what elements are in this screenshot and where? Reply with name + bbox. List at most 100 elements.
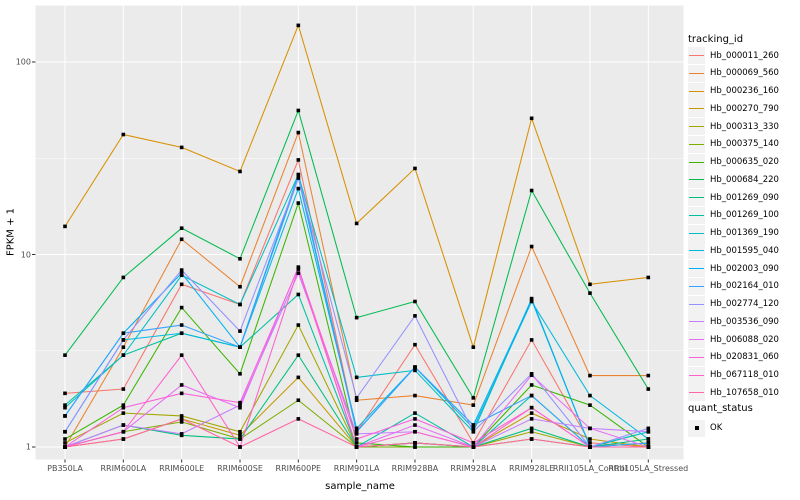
data-point [529, 437, 534, 441]
data-point [471, 396, 476, 400]
legend-line-icon [689, 126, 704, 127]
data-point [121, 275, 126, 280]
legend-item-Hb_003536_090: Hb_003536_090 [688, 313, 779, 331]
legend-item-Hb_002774_120: Hb_002774_120 [688, 295, 779, 313]
legend-key-swatch [688, 118, 705, 135]
legend-item-label: Hb_001369_190 [710, 228, 779, 238]
legend-line-icon [689, 197, 704, 198]
legend-item-label: Hb_001269_100 [710, 210, 779, 221]
data-point [588, 403, 592, 407]
legend-key-swatch [688, 189, 705, 206]
data-point [238, 372, 242, 376]
legend-key-swatch [688, 242, 705, 260]
legend-item-Hb_000011_260: Hb_000011_260 [688, 47, 779, 65]
legend-item-label: OK [710, 423, 723, 433]
legend-item-label: Hb_000236_160 [710, 86, 779, 96]
legend-key-swatch [688, 260, 705, 277]
legend-line-icon [689, 232, 704, 234]
data-point [63, 445, 67, 449]
data-point [121, 423, 126, 427]
data-point [179, 237, 184, 242]
data-point [354, 221, 359, 226]
data-point [238, 256, 242, 261]
data-point [646, 429, 651, 434]
legend-item-label: Hb_001269_090 [710, 192, 779, 203]
legend-line-icon [689, 214, 704, 216]
data-point [529, 373, 534, 378]
data-point [238, 329, 242, 333]
x-tick-label: RRII105LA_Stressed [608, 464, 689, 473]
data-point [296, 130, 301, 135]
data-point [238, 429, 242, 434]
data-point [179, 420, 184, 424]
data-point [471, 441, 476, 445]
data-point [296, 201, 301, 205]
data-point [588, 393, 592, 398]
data-point [63, 429, 67, 434]
data-point [238, 433, 242, 438]
data-point [296, 176, 301, 180]
data-point [354, 437, 359, 441]
data-point [646, 437, 651, 441]
data-point [179, 145, 184, 150]
legend-item-Hb_000270_790: Hb_000270_790 [688, 100, 779, 118]
data-point [354, 445, 359, 449]
data-point [238, 169, 242, 174]
data-point [296, 158, 301, 162]
legend-item-Hb_002164_010: Hb_002164_010 [688, 277, 779, 295]
data-point [296, 375, 301, 380]
legend-key-swatch [688, 171, 705, 189]
legend-item-Hb_002003_090: Hb_002003_090 [688, 260, 779, 278]
legend-item-Hb_107658_010: Hb_107658_010 [688, 384, 779, 402]
data-point [529, 426, 534, 431]
data-point [179, 268, 184, 272]
data-point [179, 305, 184, 310]
data-point [238, 437, 242, 441]
legend-key-swatch [688, 366, 705, 384]
data-point [121, 429, 126, 434]
legend-line-icon [689, 72, 704, 74]
legend-item-Hb_000313_330: Hb_000313_330 [688, 118, 779, 136]
data-point [413, 441, 417, 445]
data-point [529, 417, 534, 421]
legend-item-Hb_000635_020: Hb_000635_020 [688, 153, 779, 171]
x-tick-label: RRIM928BA [391, 464, 439, 473]
legend-line-icon [689, 108, 704, 110]
legend-key-swatch [688, 277, 705, 295]
legend-item-label: Hb_000069_560 [710, 68, 779, 79]
data-point [413, 314, 417, 318]
legend-title-tracking-id: tracking_id [688, 34, 744, 45]
data-point [529, 338, 534, 342]
data-point [179, 273, 184, 278]
legend-item-quant-OK: OK [688, 419, 722, 437]
legend-item-label: Hb_003536_090 [710, 316, 779, 327]
legend-item-label: Hb_067118_010 [710, 370, 779, 380]
data-point [63, 405, 67, 410]
data-point [354, 375, 359, 380]
data-point [179, 432, 184, 436]
data-point [354, 441, 359, 445]
data-point [63, 414, 67, 418]
data-point [529, 411, 534, 415]
legend-item-Hb_000236_160: Hb_000236_160 [688, 82, 779, 100]
data-point [238, 345, 242, 349]
data-point [529, 383, 534, 387]
panel-background [35, 5, 684, 460]
data-point [413, 429, 417, 434]
data-point [238, 400, 242, 405]
data-point [179, 391, 184, 396]
legend-item-label: Hb_002164_010 [710, 281, 779, 292]
data-point [529, 429, 534, 434]
legend-line-icon [689, 321, 704, 323]
legend-key-swatch [688, 419, 705, 437]
y-tick-label: 100 [15, 57, 31, 67]
legend-line-icon [689, 250, 704, 252]
x-tick-label: RRIM600PE [275, 464, 322, 473]
legend-item-label: Hb_000375_140 [710, 139, 779, 150]
data-point [121, 405, 126, 410]
legend-key-swatch [688, 331, 705, 348]
data-point [529, 298, 534, 302]
data-point [588, 282, 592, 287]
x-tick-label: RRIM600SE [217, 464, 263, 473]
data-point [179, 417, 184, 421]
